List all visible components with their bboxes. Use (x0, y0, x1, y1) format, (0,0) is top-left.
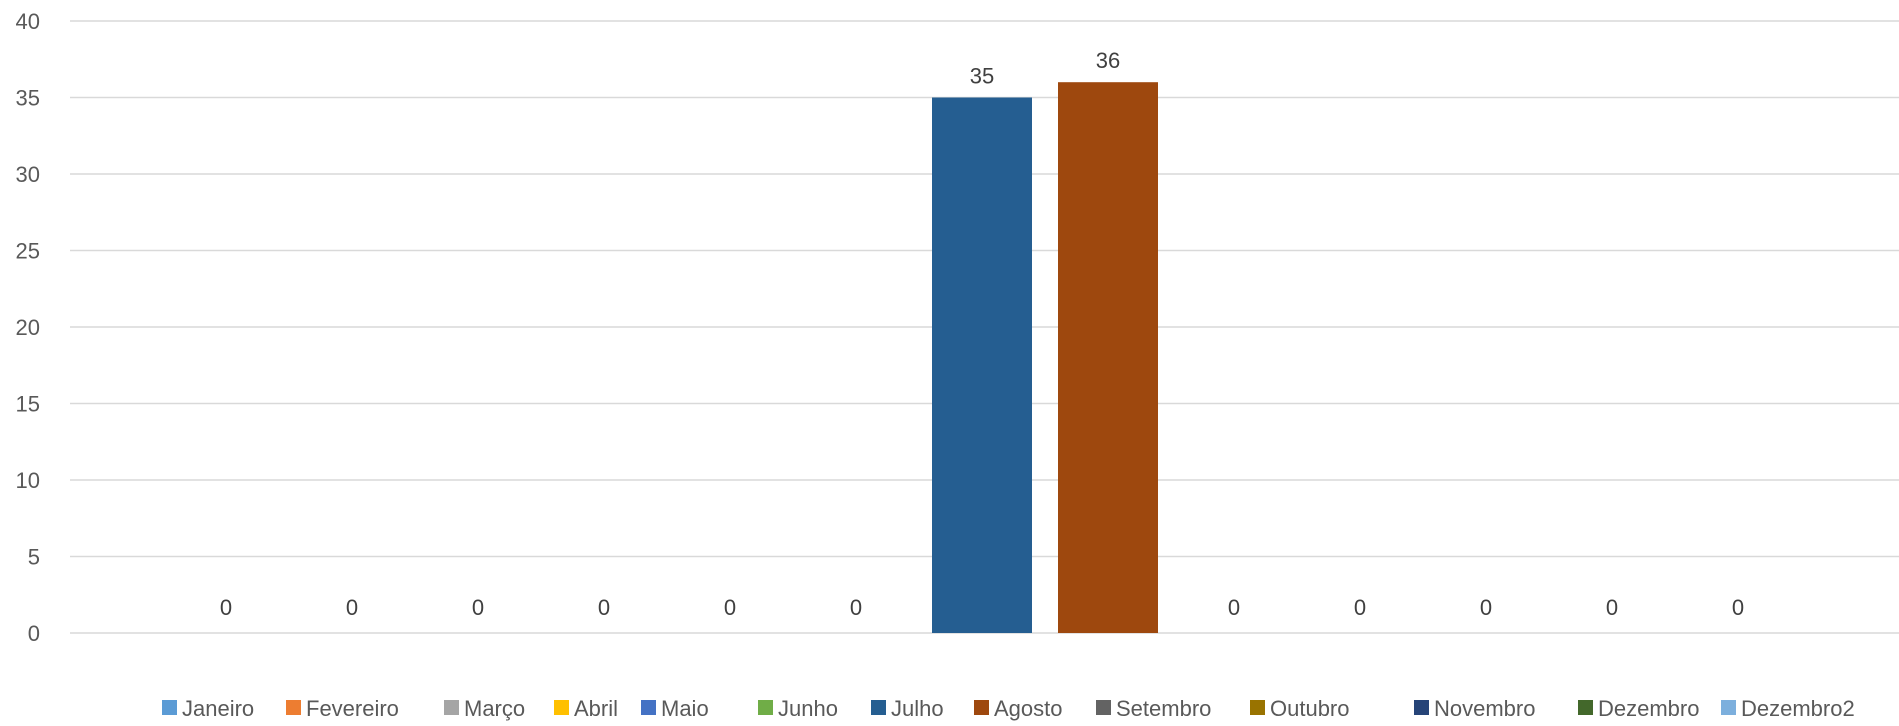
legend-label-março: Março (464, 696, 525, 721)
legend-swatch-maio (641, 700, 656, 715)
y-tick-label: 40 (16, 9, 40, 34)
data-label-novembro: 0 (1480, 595, 1492, 620)
legend-label-novembro: Novembro (1434, 696, 1535, 721)
legend-label-janeiro: Janeiro (182, 696, 254, 721)
legend-label-maio: Maio (661, 696, 709, 721)
legend-swatch-março (444, 700, 459, 715)
data-label-janeiro: 0 (220, 595, 232, 620)
legend-label-outubro: Outubro (1270, 696, 1350, 721)
legend-swatch-junho (758, 700, 773, 715)
y-tick-label: 25 (16, 239, 40, 264)
y-tick-label: 0 (28, 621, 40, 646)
data-label-fevereiro: 0 (346, 595, 358, 620)
data-label-maio: 0 (724, 595, 736, 620)
legend: Janeiro Fevereiro Março Abril Maio Junho Julho… (162, 696, 1855, 721)
legend-label-julho: Julho (891, 696, 944, 721)
legend-label-junho: Junho (778, 696, 838, 721)
bar-julho (932, 97, 1032, 633)
data-label-dezembro: 0 (1606, 595, 1618, 620)
data-label-março: 0 (472, 595, 484, 620)
data-labels: 0 0 0 0 0 0 35 36 0 0 0 0 0 (220, 48, 1744, 620)
legend-label-dezembro: Dezembro (1598, 696, 1699, 721)
bar-agosto (1058, 82, 1158, 633)
y-tick-label: 30 (16, 162, 40, 187)
legend-swatch-dezembro2 (1721, 700, 1736, 715)
legend-swatch-novembro (1414, 700, 1429, 715)
data-label-julho: 35 (970, 64, 994, 89)
data-label-agosto: 36 (1096, 48, 1120, 73)
legend-swatch-agosto (974, 700, 989, 715)
legend-swatch-setembro (1096, 700, 1111, 715)
legend-swatch-abril (554, 700, 569, 715)
bars (932, 82, 1158, 633)
legend-label-setembro: Setembro (1116, 696, 1211, 721)
legend-swatch-outubro (1250, 700, 1265, 715)
y-tick-label: 10 (16, 468, 40, 493)
data-label-abril: 0 (598, 595, 610, 620)
legend-swatch-julho (871, 700, 886, 715)
legend-swatch-dezembro (1578, 700, 1593, 715)
y-tick-label: 15 (16, 392, 40, 417)
y-tick-label: 5 (28, 545, 40, 570)
legend-swatch-fevereiro (286, 700, 301, 715)
legend-label-agosto: Agosto (994, 696, 1063, 721)
legend-label-fevereiro: Fevereiro (306, 696, 399, 721)
data-label-outubro: 0 (1354, 595, 1366, 620)
data-label-dezembro2: 0 (1732, 595, 1744, 620)
data-label-junho: 0 (850, 595, 862, 620)
data-label-setembro: 0 (1228, 595, 1240, 620)
y-tick-label: 35 (16, 86, 40, 111)
legend-swatch-janeiro (162, 700, 177, 715)
y-axis-tick-labels: 0 5 10 15 20 25 30 35 40 (16, 9, 40, 646)
legend-label-dezembro2: Dezembro2 (1741, 696, 1855, 721)
y-tick-label: 20 (16, 315, 40, 340)
legend-label-abril: Abril (574, 696, 618, 721)
